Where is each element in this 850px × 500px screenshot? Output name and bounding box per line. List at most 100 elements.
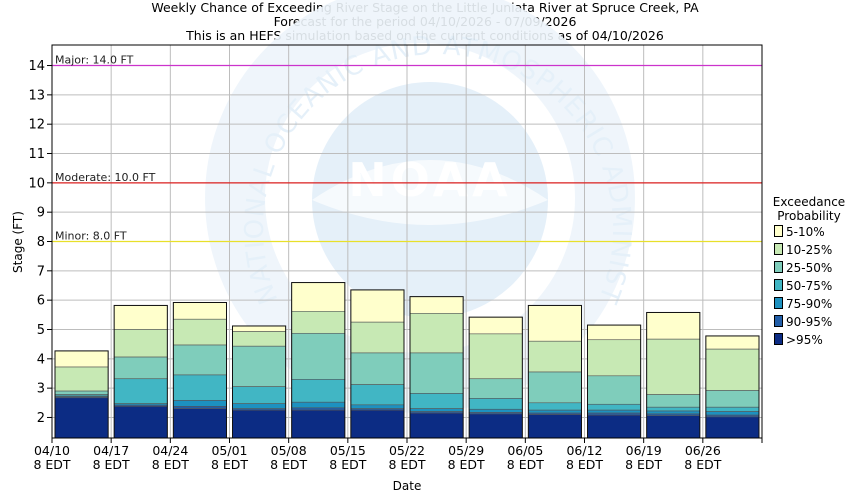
bar-segment-10-25% [646,338,701,395]
bar-segment-50-75% [468,398,523,410]
y-tick-label: 14 [28,59,45,74]
x-tick-label-time: 8 EDT [93,457,130,472]
bar-segment-50-75% [705,406,760,412]
x-tick-label-date: 05/22 [389,443,425,458]
legend-item: 5-10% [774,225,825,239]
x-tick-label-time: 8 EDT [566,457,603,472]
x-tick-label-time: 8 EDT [684,457,721,472]
bar-segment-50-75% [528,402,582,411]
x-tick-label-date: 04/17 [93,443,129,458]
x-tick-label-time: 8 EDT [152,457,189,472]
x-tick-label-date: 06/05 [507,443,543,458]
bar-segment->95% [173,408,227,439]
bar-segment-10-25% [528,340,582,373]
legend-item: 10-25% [774,243,832,257]
y-tick-label: 8 [37,235,45,250]
bar-segment-50-75% [646,406,701,412]
legend-swatch [774,315,783,327]
bar-segment-75-90% [350,404,405,409]
flood-level-label: Moderate: 10.0 FT [55,171,156,184]
legend-label: 10-25% [786,243,833,257]
bar-segment-5-10% [232,325,286,332]
x-axis-title: Date [393,479,422,493]
bar-segment-75-90% [291,401,346,409]
bar-segment-25-50% [646,394,701,408]
x-tick-label-time: 8 EDT [507,457,544,472]
bar-segment-75-90% [646,410,701,415]
x-tick-label-date: 06/12 [566,443,602,458]
legend-title-line1: Exceedance [772,195,846,209]
bar-segment-25-50% [587,375,641,405]
x-tick-label-date: 04/24 [152,443,188,458]
x-tick-label-date: 05/01 [211,443,247,458]
bar-segment->95% [409,412,464,439]
bar-segment->95% [587,414,641,439]
x-tick-label-time: 8 EDT [448,457,485,472]
bar-segment-50-75% [113,378,168,404]
bar-segment-50-75% [232,386,286,404]
bar-segment-75-90% [528,409,582,414]
x-tick-label-date: 04/10 [34,443,70,458]
bar-segment->95% [468,413,523,439]
bar-segment-5-10% [350,289,405,323]
bar-segment->95% [291,409,346,439]
bar-segment-5-10% [705,335,760,350]
bar-segment->95% [646,415,701,439]
bar-segment-75-90% [232,403,286,409]
bar-segment-25-50% [705,390,760,408]
legend-item: 75-90% [774,297,832,311]
legend-swatch [774,297,783,309]
x-tick-label-date: 05/29 [448,443,484,458]
flood-level-label: Minor: 8.0 FT [55,230,127,243]
x-tick-label-time: 8 EDT [211,457,248,472]
bar-segment-25-50% [232,345,286,387]
bar-segment-25-50% [409,352,464,394]
legend-label: >95% [786,333,823,347]
bar-segment-5-10% [468,316,523,335]
bar-segment-25-50% [468,378,523,399]
y-tick-label: 4 [37,352,45,367]
bars-layer [54,282,760,439]
flood-level-label: Major: 14.0 FT [55,54,134,67]
bar-segment->95% [705,416,760,439]
bar-segment-5-10% [291,282,346,312]
flood-level-lines: Major: 14.0 FT Moderate: 10.0 FT Minor: 8.… [52,54,762,243]
legend-swatch [774,225,783,237]
bar-segment-10-25% [468,333,523,380]
bar-segment-50-75% [409,393,464,409]
bar-segment-75-90% [173,400,227,407]
y-tick-label: 11 [28,147,45,162]
bar-segment->95% [113,406,168,439]
bar-segment-25-50% [54,390,109,395]
y-tick-label: 7 [37,264,45,279]
y-tick-label: 13 [28,88,45,103]
legend-label: 5-10% [786,225,825,239]
bar-segment->95% [350,409,405,439]
legend-swatch [774,333,783,345]
legend-item: 50-75% [774,279,832,293]
legend-item: 25-50% [774,261,832,275]
legend-title-line2: Probability [777,209,841,223]
bar-segment-25-50% [113,356,168,380]
bar-segment-50-75% [587,403,641,411]
y-tick-label: 9 [37,206,45,221]
bar-segment->95% [528,414,582,439]
bar-segment->95% [54,397,109,439]
legend-swatch [774,243,783,255]
bar-segment-5-10% [587,324,641,341]
bar-segment-10-25% [350,321,405,354]
x-tick-label-time: 8 EDT [625,457,662,472]
legend-label: 90-95% [786,315,833,329]
legend-label: 50-75% [786,279,833,293]
legend-item: 90-95% [774,315,832,329]
watermark-gull-shape [312,160,548,225]
y-axis-title: Stage (FT) [11,211,25,273]
bar-segment-5-10% [528,305,582,342]
bar-segment-75-90% [409,408,464,412]
y-tick-label: 5 [37,323,45,338]
y-tick-label: 2 [37,411,45,426]
bar-segment-10-25% [54,366,109,392]
bar-segment-5-10% [54,350,109,368]
bar-segment-10-25% [409,313,464,354]
